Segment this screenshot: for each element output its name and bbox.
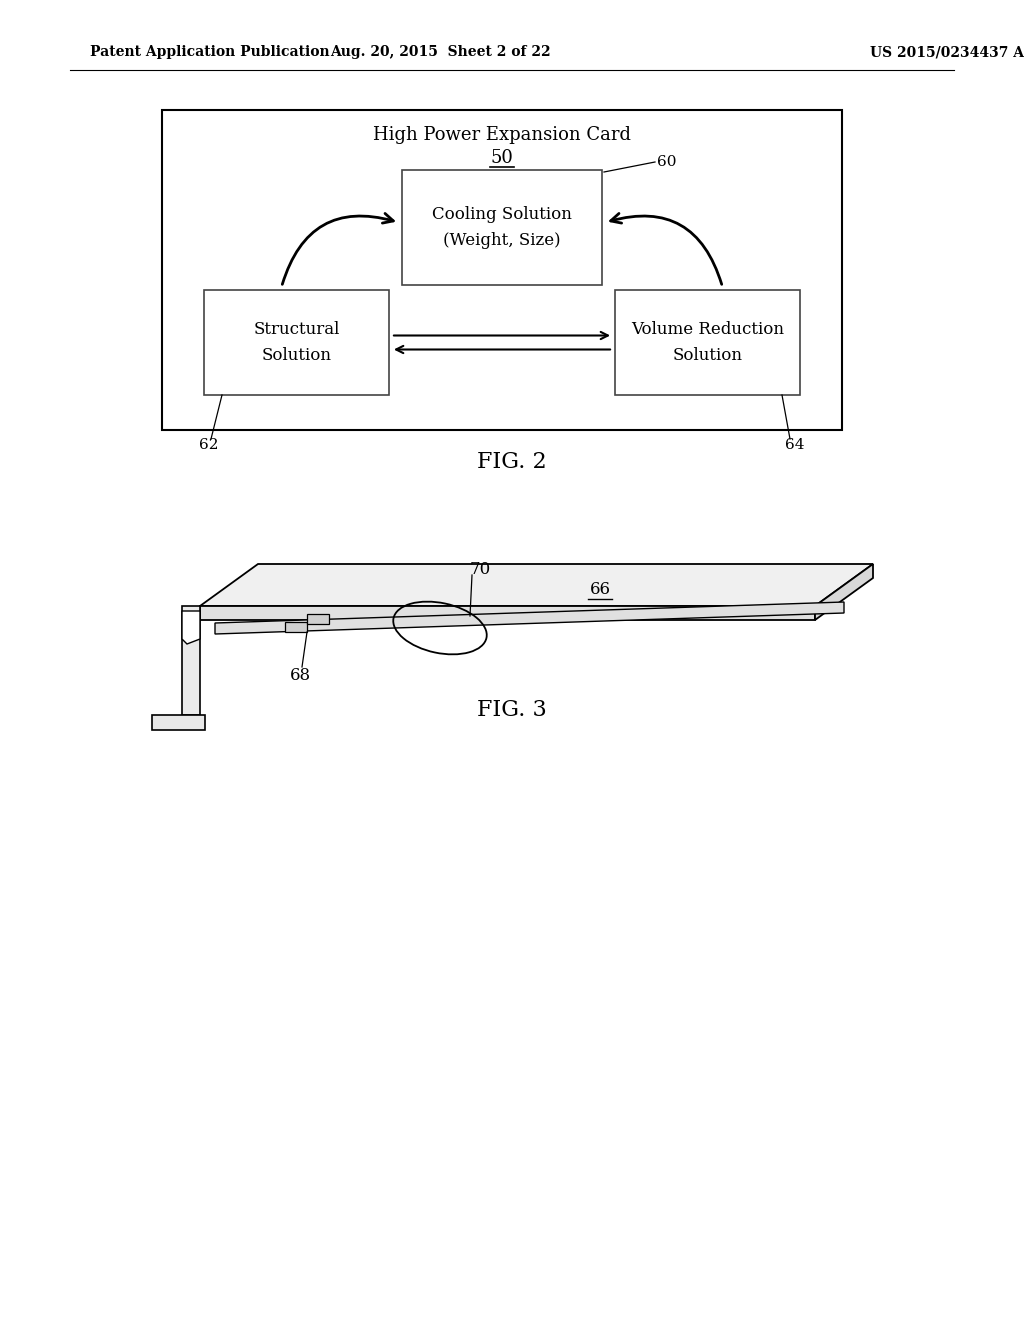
Text: Solution: Solution	[673, 347, 742, 364]
Text: Patent Application Publication: Patent Application Publication	[90, 45, 330, 59]
Polygon shape	[200, 564, 873, 606]
Polygon shape	[152, 715, 205, 730]
Text: 70: 70	[470, 561, 492, 578]
Text: 66: 66	[590, 582, 611, 598]
Text: 62: 62	[199, 438, 218, 451]
Text: Volume Reduction: Volume Reduction	[631, 321, 784, 338]
Text: FIG. 3: FIG. 3	[477, 700, 547, 721]
Bar	[204, 290, 389, 395]
Polygon shape	[182, 606, 200, 715]
Text: US 2015/0234437 A1: US 2015/0234437 A1	[870, 45, 1024, 59]
Polygon shape	[215, 602, 844, 634]
Polygon shape	[200, 606, 815, 620]
Bar	[162, 110, 842, 430]
Polygon shape	[815, 564, 873, 620]
Bar	[615, 290, 800, 395]
Text: Cooling Solution: Cooling Solution	[432, 206, 572, 223]
Text: 64: 64	[785, 438, 805, 451]
Text: (Weight, Size): (Weight, Size)	[443, 232, 561, 249]
Text: Aug. 20, 2015  Sheet 2 of 22: Aug. 20, 2015 Sheet 2 of 22	[330, 45, 550, 59]
Bar	[402, 170, 602, 285]
Text: FIG. 2: FIG. 2	[477, 451, 547, 473]
Polygon shape	[285, 622, 307, 632]
Text: High Power Expansion Card: High Power Expansion Card	[373, 125, 631, 144]
Polygon shape	[182, 611, 200, 644]
Text: 60: 60	[657, 154, 677, 169]
Polygon shape	[307, 614, 329, 624]
Text: Structural: Structural	[253, 321, 340, 338]
Text: Solution: Solution	[261, 347, 332, 364]
Text: 68: 68	[290, 667, 311, 684]
Text: 50: 50	[490, 149, 513, 168]
